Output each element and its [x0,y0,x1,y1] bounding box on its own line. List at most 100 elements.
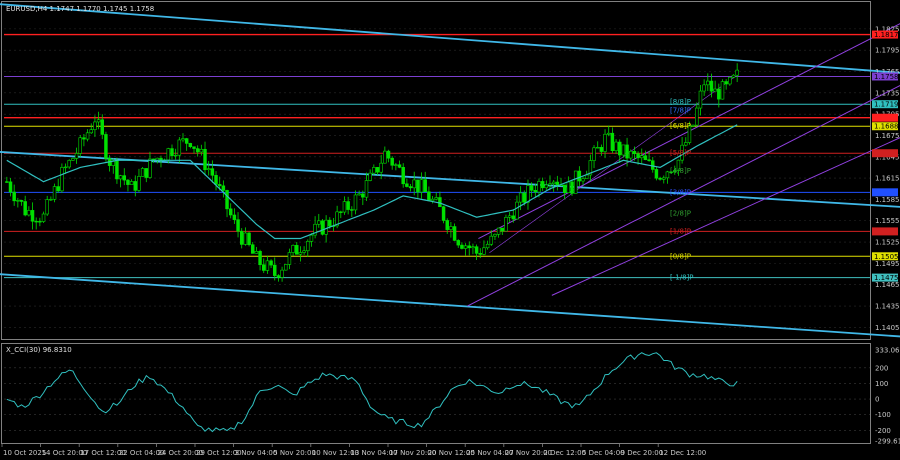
candle-bear [320,220,325,235]
candle-bear [144,168,149,178]
murrey-level-label: [8/8]P [670,98,691,106]
candle-bear [511,215,516,220]
candle-bear [115,160,119,180]
candle-bear [632,150,637,155]
candle-bear [709,80,714,92]
candle-bull [713,88,717,92]
price-level-badge [872,113,898,122]
candle-bear [5,181,9,183]
candle-bull [78,137,82,154]
price-level-badge [872,100,898,109]
candle-bear [126,179,130,185]
candle-bull [324,219,328,235]
candle-bull [85,132,90,140]
time-tick-label: 3 Nov 04:00 [235,449,278,457]
price-level-label: 1.1688 [874,123,899,131]
candle-bear [34,220,38,223]
candle-bull [507,215,512,218]
candle-bull [728,76,732,85]
candle-bull [357,193,361,196]
candle-bear [427,191,431,202]
candle-bear [441,206,446,221]
price-level-badge [872,149,898,158]
candle-bull [471,246,475,249]
price-level-label: 1.1758 [874,73,899,81]
candle-bull [96,119,101,123]
time-tick-label: 22 Oct 04:00 [119,449,165,457]
trend-line-upper [0,3,900,74]
candle-bull [206,168,211,171]
candle-bull [731,74,736,78]
cci-line [6,352,738,433]
candle-bear [500,227,505,232]
candle-bull [67,160,71,168]
candle-bear [416,179,420,193]
cci-tick-label: -200 [875,427,891,435]
candle-bull [317,220,321,225]
candle-bull [166,148,171,161]
candle-bull [63,166,68,169]
candle-bull [702,84,706,92]
candle-bull [118,175,123,180]
trend-line-middle [0,151,900,208]
candle-bear [12,191,16,202]
time-tick-label: 5 Dec 04:00 [582,449,625,457]
murrey-level-label: [0/8]P [670,252,691,260]
candle-bull [735,69,739,76]
channel-line-bottom [551,137,900,296]
price-tick-label: 1.1675 [875,132,900,140]
time-tick-label: 17 Oct 12:00 [80,449,126,457]
candle-bull [680,144,684,161]
candle-bear [478,253,482,255]
candle-bear [247,232,251,246]
time-tick-label: 2 Dec 12:00 [543,449,586,457]
candle-bear [225,190,229,210]
candle-bear [361,193,365,198]
murrey-level-label: [6/8]P [670,122,691,130]
time-tick-label: 27 Nov 20:00 [505,449,552,457]
price-level-badge [872,30,898,39]
price-tick-label: 1.1405 [875,324,900,332]
candle-bear [445,220,449,230]
candle-bear [467,245,471,249]
candle-bear [328,219,332,227]
candle-bull [309,234,314,242]
candle-bull [720,81,725,100]
price-level-label: 1.1475 [874,274,899,282]
candle-bull [199,148,204,153]
candle-bull [60,167,64,192]
candle-bull [493,233,497,237]
price-tick-label: 1.1735 [875,89,900,97]
price-tick-label: 1.1795 [875,47,900,55]
candle-bear [30,210,35,222]
candle-bull [581,178,585,182]
candle-bear [599,147,604,152]
candle-bear [82,137,86,140]
candle-bear [658,177,662,180]
candle-bull [463,245,468,249]
candle-bull [280,269,284,278]
candle-bear [386,150,391,159]
candle-bear [724,81,728,85]
candle-bull [287,252,292,265]
candle-bull [573,170,578,194]
murrey-level-label: [2/8]P [670,210,691,218]
candle-bear [529,185,534,191]
murrey-level-label: [7/8]P [670,107,691,115]
price-level-badge [872,273,898,282]
candle-bull [537,181,541,193]
candle-bull [640,155,644,159]
candle-bear [643,155,648,161]
candle-bull [140,168,145,177]
candle-bear [250,244,255,254]
candle-bear [408,186,413,189]
candle-bear [195,148,200,153]
candle-bull [177,139,182,156]
candle-bear [562,184,567,193]
candle-bear [228,208,233,216]
candle-bull [548,183,552,186]
candle-bear [258,251,262,266]
candle-bull [137,176,141,191]
candle-bull [379,162,383,173]
